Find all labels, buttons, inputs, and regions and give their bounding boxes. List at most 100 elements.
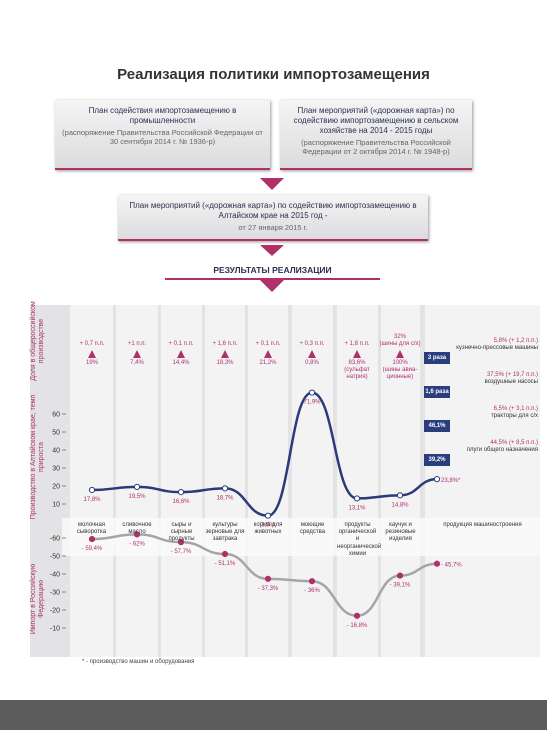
- machinery-share: 6,5% (+ 3,1 п.п.): [493, 406, 538, 412]
- ratio-box: 1,6 раза: [424, 386, 450, 398]
- value-label: - 36%: [304, 588, 320, 594]
- y-tick-label: -20: [50, 608, 60, 615]
- share-above: + 1,6 п.п.: [203, 341, 247, 348]
- value-label: 23,8%*: [441, 478, 461, 484]
- y-tick-label: -30: [50, 590, 60, 597]
- share-text: + 0,1 п.п.: [255, 340, 281, 347]
- category-label: сливочное масло: [122, 522, 152, 536]
- arrow: [260, 245, 284, 256]
- footer-band: [0, 700, 547, 730]
- value-label: - 51,1%: [215, 561, 236, 567]
- value-label: - 62%: [129, 541, 145, 547]
- point: [133, 531, 141, 538]
- share-below: 100% (шины авиа-ционные): [378, 360, 422, 382]
- share-text: (шины для с/х): [379, 340, 421, 347]
- share-text: 14,4%: [172, 360, 190, 366]
- share-text: (шины авиа-ционные): [382, 367, 418, 381]
- share-below: 18,3%: [203, 360, 247, 367]
- column: [248, 305, 288, 657]
- axis-label: Производство в Алтайском крае, темп прир…: [30, 394, 45, 520]
- regional-title: План мероприятий («дорожная карта») по с…: [129, 201, 417, 220]
- machinery-name: плуги общего назначения: [466, 447, 538, 453]
- share-above: +1 п.п.: [115, 341, 159, 348]
- column: [116, 305, 158, 657]
- value-label: 3,5%: [261, 523, 275, 529]
- triangle: [264, 350, 272, 358]
- triangle: [133, 350, 141, 358]
- share-above: 32% (шины для с/х): [378, 334, 422, 348]
- value-label: 71,9%: [303, 400, 321, 406]
- point: [353, 495, 361, 502]
- share-text: (сульфат натрия): [344, 367, 370, 381]
- share-above: + 0,3 п.п.: [290, 341, 334, 348]
- share-text: 32%: [393, 333, 406, 340]
- point: [308, 389, 316, 396]
- share-text: 21,2%: [259, 360, 277, 366]
- share-below: 14,4%: [159, 360, 203, 367]
- share-text: + 0,1 п.п.: [168, 340, 194, 347]
- value-label: 13,1%: [348, 505, 366, 511]
- point: [396, 572, 404, 579]
- plan-source: (распоряжение Правительства Российской Ф…: [301, 138, 451, 157]
- category-label: продукты органической и неорганической х…: [337, 522, 382, 557]
- share-above: + 0,1 п.п.: [246, 341, 290, 348]
- plan-source: (распоряжение Правительства Российской Ф…: [62, 128, 263, 147]
- axis-label: Импорт в Российскую Федерацию: [30, 563, 45, 635]
- share-text: 18,3%: [216, 360, 234, 366]
- point: [88, 486, 96, 494]
- value-label: 19,5%: [128, 494, 146, 500]
- value-label: - 57,7%: [171, 549, 192, 555]
- machinery-name: тракторы для с/х: [490, 413, 538, 419]
- category-label: корма для животных: [253, 522, 283, 536]
- value-label: 14,8%: [391, 502, 409, 508]
- plan-title: План мероприятий («дорожная карта») по с…: [293, 106, 459, 135]
- point: [88, 535, 96, 543]
- y-tick-label: 30: [52, 466, 60, 473]
- category-label: моющие средства: [299, 522, 326, 536]
- share-text: 19%: [85, 360, 98, 366]
- triangle: [177, 350, 185, 358]
- point: [264, 575, 272, 582]
- y-tick-label: 40: [52, 448, 60, 455]
- line: [91, 391, 438, 517]
- ratio-box: 3 раза: [424, 352, 450, 364]
- axis-label: Доля в общероссийском производстве: [30, 301, 45, 381]
- triangle: [221, 350, 229, 358]
- triangle: [308, 350, 316, 358]
- category-label: каучук и резиновые изделия: [385, 522, 416, 543]
- value-label: - 39,1%: [390, 583, 411, 589]
- value-label: - 59,4%: [82, 546, 103, 552]
- share-text: +1 п.п.: [127, 340, 147, 347]
- y-tick-label: -10: [50, 626, 60, 633]
- column: [381, 305, 420, 657]
- share-text: + 0,3 п.п.: [299, 340, 325, 347]
- triangle: [353, 350, 361, 358]
- category-label: продукция машиностроения: [443, 522, 522, 528]
- y-tick-label: 60: [52, 412, 60, 419]
- plan-box: План содействия импортозамещению в промы…: [55, 100, 270, 170]
- regional-date: от 27 января 2015 г.: [238, 223, 308, 232]
- machinery-name: кузнечно-прессовые машины: [456, 345, 538, 351]
- machinery-share: 5,8% (+ 1,2 п.п.): [493, 338, 538, 344]
- point: [133, 483, 141, 490]
- share-below: 21,2%: [246, 360, 290, 367]
- column: [70, 305, 113, 657]
- share-below: 0,8%: [290, 360, 334, 367]
- ratio-box: 39,2%: [424, 454, 450, 466]
- y-tick-label: 10: [52, 502, 60, 509]
- share-text: + 1,8 п.п.: [344, 340, 370, 347]
- category-band: [62, 518, 540, 556]
- share-text: 83,6%: [348, 360, 366, 366]
- point: [177, 489, 185, 496]
- point: [221, 485, 229, 492]
- share-below: 7,4%: [115, 360, 159, 367]
- column: [161, 305, 202, 657]
- triangle: [88, 350, 96, 358]
- share-text: 0,8%: [305, 360, 319, 366]
- share-text: 100%: [392, 360, 408, 366]
- machinery-share: 44,5% (+ 8,5 п.п.): [490, 440, 538, 446]
- share-text: + 1,6 п.п.: [212, 340, 238, 347]
- category-label: культуры зерновые для завтрака: [205, 522, 245, 543]
- column: [292, 305, 333, 657]
